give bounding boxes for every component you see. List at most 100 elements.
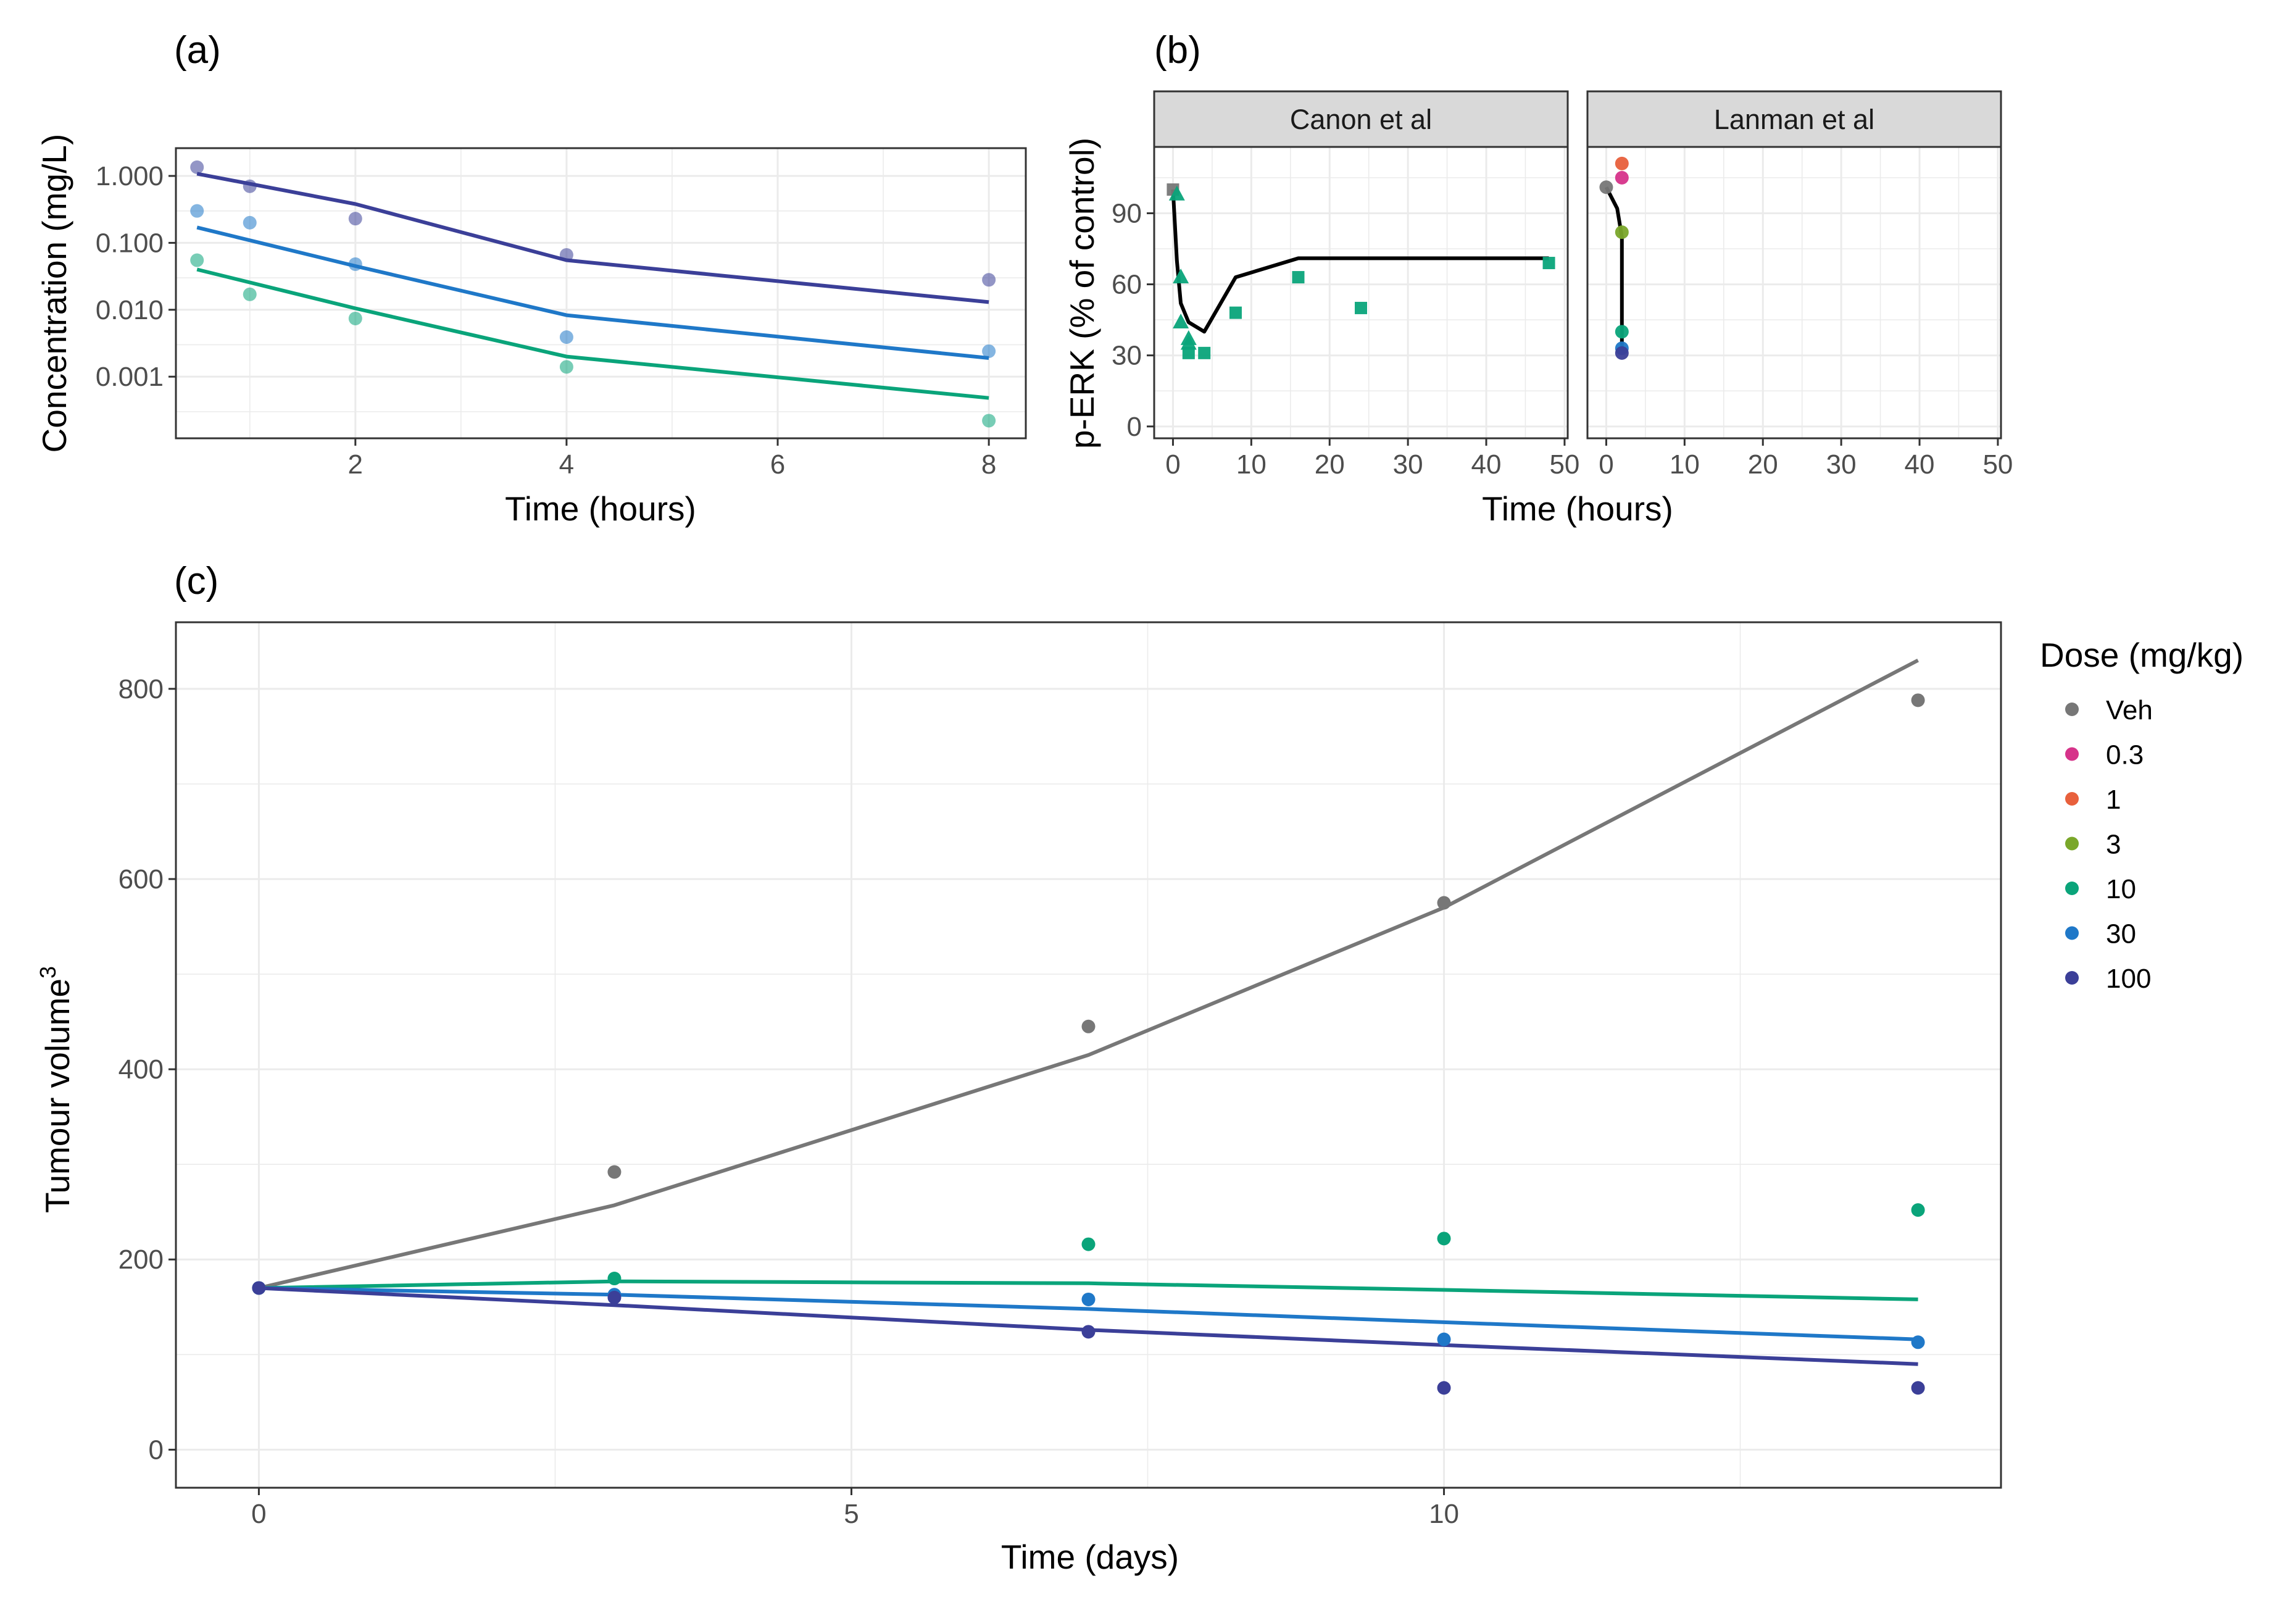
- panel-a-tag: (a): [174, 29, 221, 72]
- panel-a-point-30: [243, 215, 257, 230]
- legend-key-30: [2065, 926, 2079, 940]
- panel-b-facet-2-point-10: [1615, 325, 1629, 339]
- panel-b-facet-1-point-10: [1229, 306, 1242, 319]
- panel-c-point-30: [1911, 1335, 1925, 1349]
- panel-b-x-title: Time (hours): [1482, 490, 1673, 528]
- panel-b-facet-2-x-tick-label: 0: [1599, 449, 1613, 480]
- panel-c-point-30: [1081, 1292, 1096, 1306]
- panel-b-facet-1-x-tick-label: 50: [1549, 449, 1579, 480]
- panel-a-x-title: Time (hours): [505, 490, 696, 528]
- panel-a-point-30: [982, 344, 996, 358]
- legend-label-Veh: Veh: [2106, 695, 2153, 725]
- panel-a-point-100: [982, 273, 996, 287]
- panel-c-y-tick-label: 200: [119, 1245, 164, 1275]
- panel-a-point-10: [982, 414, 996, 428]
- panel-b-facet-2-point-1: [1615, 156, 1629, 170]
- panel-a-y-tick-label: 0.100: [96, 228, 164, 258]
- panel-b-facet-2-point-3: [1615, 225, 1629, 240]
- legend-label-0.3: 0.3: [2106, 740, 2144, 770]
- facet-strip-lanman: [1586, 90, 2002, 148]
- panel-b-facet-1-point-10: [1180, 335, 1197, 350]
- panel-a-x-tick-label: 4: [559, 449, 574, 480]
- panel-c-y-tick-label: 0: [149, 1435, 164, 1465]
- panel-c-y-title-superscript: 3: [35, 966, 60, 978]
- legend: Veh 0.3 1 3 10 30 100: [2065, 695, 2153, 994]
- panel-b-facet-2-background: [1587, 147, 2001, 438]
- panel-a-point-100: [348, 212, 362, 226]
- panel-a-y-title: Concentration (mg/L): [35, 134, 73, 453]
- panel-b-facet-2-x-tick-label: 30: [1826, 449, 1857, 480]
- panel-c-point-100: [607, 1290, 622, 1304]
- panel-c-y-tick-label: 600: [119, 864, 164, 894]
- legend-label-100: 100: [2106, 964, 2151, 994]
- panel-a-y-tick-label: 0.010: [96, 295, 164, 325]
- panel-b-facet-2-x-tick-label: 50: [1982, 449, 2013, 480]
- facet-strip-canon: [1153, 90, 1569, 148]
- panel-a-point-30: [190, 204, 204, 218]
- panel-b-facet-2-x-tick-label: 40: [1905, 449, 1935, 480]
- legend-key-100: [2065, 971, 2079, 985]
- panel-a-y-tick-label: 1.000: [96, 161, 164, 191]
- panel-b-facet-1-y-tick-label: 30: [1112, 341, 1142, 371]
- legend-title: Dose (mg/kg): [2040, 636, 2244, 674]
- legend-label-10: 10: [2106, 874, 2136, 904]
- panel-c-x-tick-label: 5: [844, 1499, 859, 1529]
- panel-c-point-30: [1437, 1332, 1451, 1346]
- panel-c-tag: (c): [174, 560, 218, 603]
- panel-b-facet-1-x-tick-label: 40: [1471, 449, 1502, 480]
- panel-b-facet-1-point-10: [1168, 185, 1185, 201]
- panel-b-facet-1-point-10: [1173, 313, 1189, 328]
- panel-a-x-tick-label: 6: [770, 449, 785, 480]
- panel-a-fit-line-10: [196, 267, 989, 400]
- panel-c-x-tick-label: 0: [251, 1499, 266, 1529]
- panel-c-point-10: [1437, 1232, 1451, 1246]
- panel-b-facet-1-point-10: [1182, 346, 1195, 359]
- panel-b-facet-1-y-tick-label: 60: [1112, 270, 1142, 300]
- legend-label-30: 30: [2106, 919, 2136, 949]
- panel-a-point-10: [243, 287, 257, 301]
- panel-b-facet-2-x-tick-label: 10: [1670, 449, 1700, 480]
- panel-b-y-title: p-ERK (% of control): [1063, 138, 1101, 449]
- panel-c-point-Veh: [607, 1165, 622, 1179]
- panel-b-facet-2-point-100: [1615, 346, 1629, 360]
- panel-b-facet-1-point-10: [1292, 271, 1305, 284]
- panel-c-fit-line-10: [259, 1279, 1918, 1301]
- panel-c-point-Veh: [1081, 1019, 1096, 1033]
- panel-c-point-100: [1081, 1325, 1096, 1339]
- panel-b-facet-1-x-tick-label: 0: [1165, 449, 1180, 480]
- panel-c-y-tick-label: 400: [119, 1054, 164, 1085]
- panel-c-fit-line-30: [259, 1286, 1918, 1341]
- panel-a-fit-line-30: [196, 225, 989, 360]
- panel-a-x-tick-label: 2: [348, 449, 363, 480]
- panel-a-point-30: [348, 257, 362, 271]
- panel-b-facet-2-point-0.3: [1615, 170, 1629, 185]
- panel-b-tag: (b): [1154, 29, 1201, 72]
- panel-a-point-100: [190, 160, 204, 174]
- panel-c-fit-line-Veh: [258, 658, 1919, 1290]
- legend-key-3: [2065, 836, 2079, 851]
- legend-label-1: 1: [2106, 785, 2121, 815]
- panel-a-point-30: [559, 330, 573, 344]
- panel-b-facet-1-y-tick-label: 90: [1112, 198, 1142, 228]
- panel-a-border: [175, 147, 1027, 440]
- panel-a-fit-line-100: [196, 172, 989, 304]
- panel-c-point-100: [1437, 1381, 1451, 1395]
- panel-c-border: [175, 621, 2002, 1489]
- panel-c-point-100: [252, 1281, 266, 1295]
- panel-b-facet-2-fit-line: [1604, 186, 1624, 351]
- panel-c-y-title-text: Tumour volume: [38, 978, 77, 1213]
- panel-a-x-tick-label: 8: [981, 449, 996, 480]
- panel-b-facet-1-y-tick-label: 0: [1127, 412, 1142, 442]
- panel-b-facet-1-point-10: [1542, 257, 1555, 270]
- panel-c-point-10: [1911, 1203, 1925, 1217]
- panel-a-y-tick-label: 0.001: [96, 362, 164, 392]
- panel-c-point-Veh: [1911, 693, 1925, 707]
- panel-c-point-10: [1081, 1237, 1096, 1251]
- panel-b-facet-1-point-10: [1198, 346, 1211, 359]
- panel-c-y-title: Tumour volume3: [35, 966, 77, 1213]
- panel-c-x-tick-label: 10: [1429, 1499, 1459, 1529]
- panel-c-point-Veh: [1437, 896, 1451, 910]
- panel-c-x-title: Time (days): [1001, 1538, 1179, 1576]
- panel-a-point-100: [559, 248, 573, 262]
